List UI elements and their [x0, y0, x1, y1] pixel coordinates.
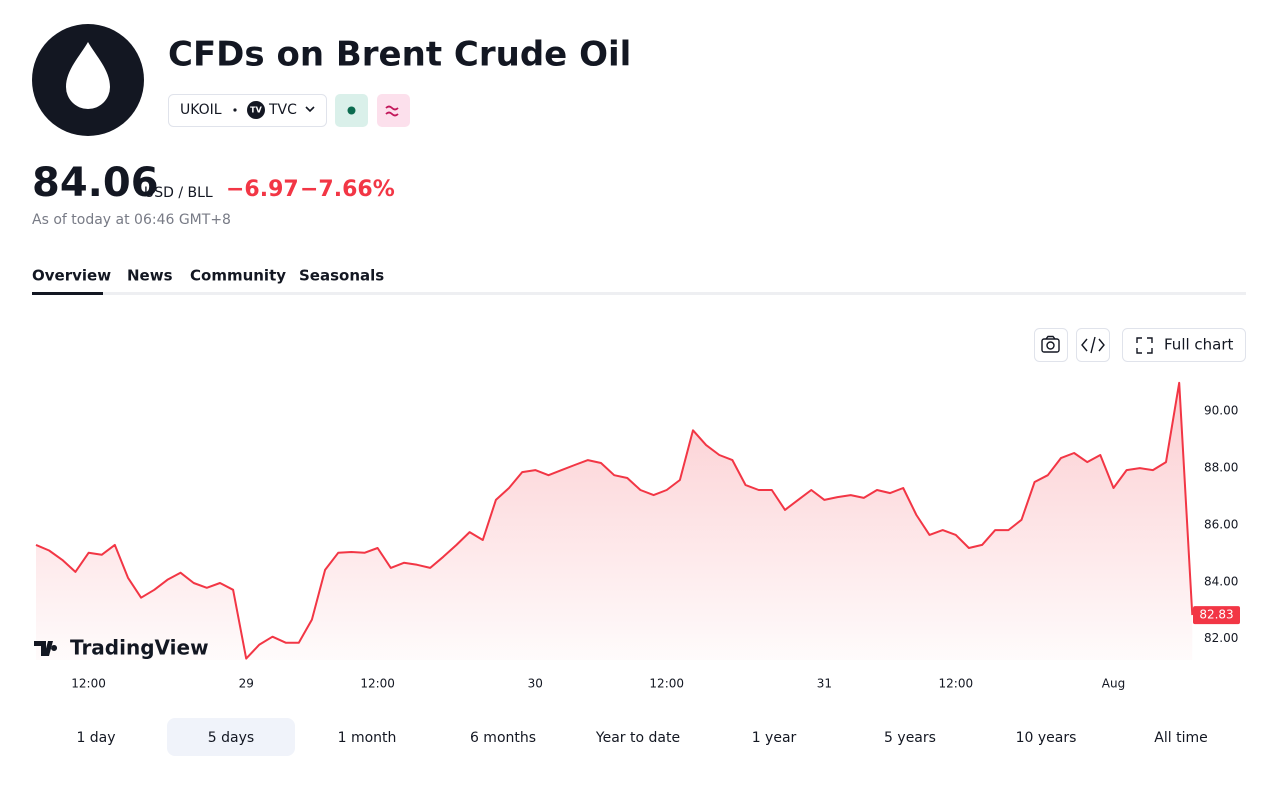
range-button[interactable]: 6 months: [470, 730, 536, 746]
separator: [233, 108, 237, 112]
x-tick-label: 12:00: [939, 677, 974, 691]
y-tick-label: 84.00: [1204, 574, 1238, 588]
full-chart-label: Full chart: [1164, 336, 1234, 354]
camera-icon: [1041, 335, 1060, 353]
tab[interactable]: Overview: [32, 267, 111, 285]
x-tick-label: 12:00: [71, 677, 106, 691]
y-tick-label: 86.00: [1204, 517, 1238, 531]
price-change: −6.97: [226, 177, 299, 202]
last-price-label: 82.83: [1199, 608, 1233, 622]
last-price-tag: [1193, 606, 1240, 625]
y-tick-label: 88.00: [1204, 461, 1238, 475]
price-area: [36, 382, 1193, 660]
delayed-badge[interactable]: [377, 94, 410, 127]
x-tick-label: 31: [817, 677, 832, 691]
fullscreen-icon: [1136, 337, 1153, 354]
range-buttons: 1 day 5 days 1 month 6 months Year to date 1 …: [76, 718, 1208, 756]
watermark-text: TradingView: [70, 636, 209, 660]
chevron: [305, 106, 315, 113]
tab-indicator: [32, 292, 103, 295]
status-dot: [347, 106, 356, 115]
timestamp: As of today at 06:46 GMT+8: [32, 212, 231, 228]
chart: 82.00 84.00 86.00 88.00 90.00 12:00 29 12:00 30 1…: [35, 381, 1240, 691]
price: 84.06: [32, 160, 159, 206]
range-button[interactable]: All time: [1154, 730, 1207, 746]
range-button[interactable]: 1 month: [338, 730, 397, 746]
watermark: TradingView: [34, 636, 209, 660]
tab-track: [32, 292, 1246, 295]
price-change-percent: −7.66%: [300, 177, 395, 202]
x-tick-label: 12:00: [649, 677, 684, 691]
delayed-icon: [385, 105, 399, 117]
range-button[interactable]: Year to date: [595, 730, 680, 746]
price-line: [35, 381, 1194, 660]
tab[interactable]: News: [127, 267, 173, 285]
range-button-active[interactable]: [167, 718, 295, 756]
full-chart-button[interactable]: [1122, 328, 1246, 362]
range-button[interactable]: 5 years: [884, 730, 936, 746]
x-tick-label: 12:00: [360, 677, 395, 691]
range-button[interactable]: 5 days: [208, 730, 254, 746]
tabs: Overview News Community Seasonals: [32, 267, 384, 285]
price-unit: USD / BLL: [144, 185, 213, 201]
symbol-logo: [32, 24, 144, 136]
y-tick-label: 82.00: [1204, 631, 1238, 645]
tab[interactable]: Community: [190, 267, 286, 285]
range-button[interactable]: 1 year: [752, 730, 797, 746]
title: CFDs on Brent Crude Oil: [168, 35, 631, 75]
x-tick-label: 29: [239, 677, 254, 691]
exchange-logo: [247, 101, 265, 119]
symbol: UKOIL: [180, 102, 222, 118]
range-button[interactable]: 10 years: [1016, 730, 1077, 746]
exchange-logo-mark: TV: [250, 106, 262, 115]
tab[interactable]: Seasonals: [299, 267, 384, 285]
snapshot-button[interactable]: [1034, 328, 1068, 362]
exchange: TVC: [268, 102, 297, 118]
code-icon: [1081, 336, 1105, 354]
x-tick-label: Aug: [1102, 677, 1125, 691]
x-tick-label: 30: [528, 677, 543, 691]
y-tick-label: 90.00: [1204, 404, 1238, 418]
range-button[interactable]: 1 day: [76, 730, 115, 746]
